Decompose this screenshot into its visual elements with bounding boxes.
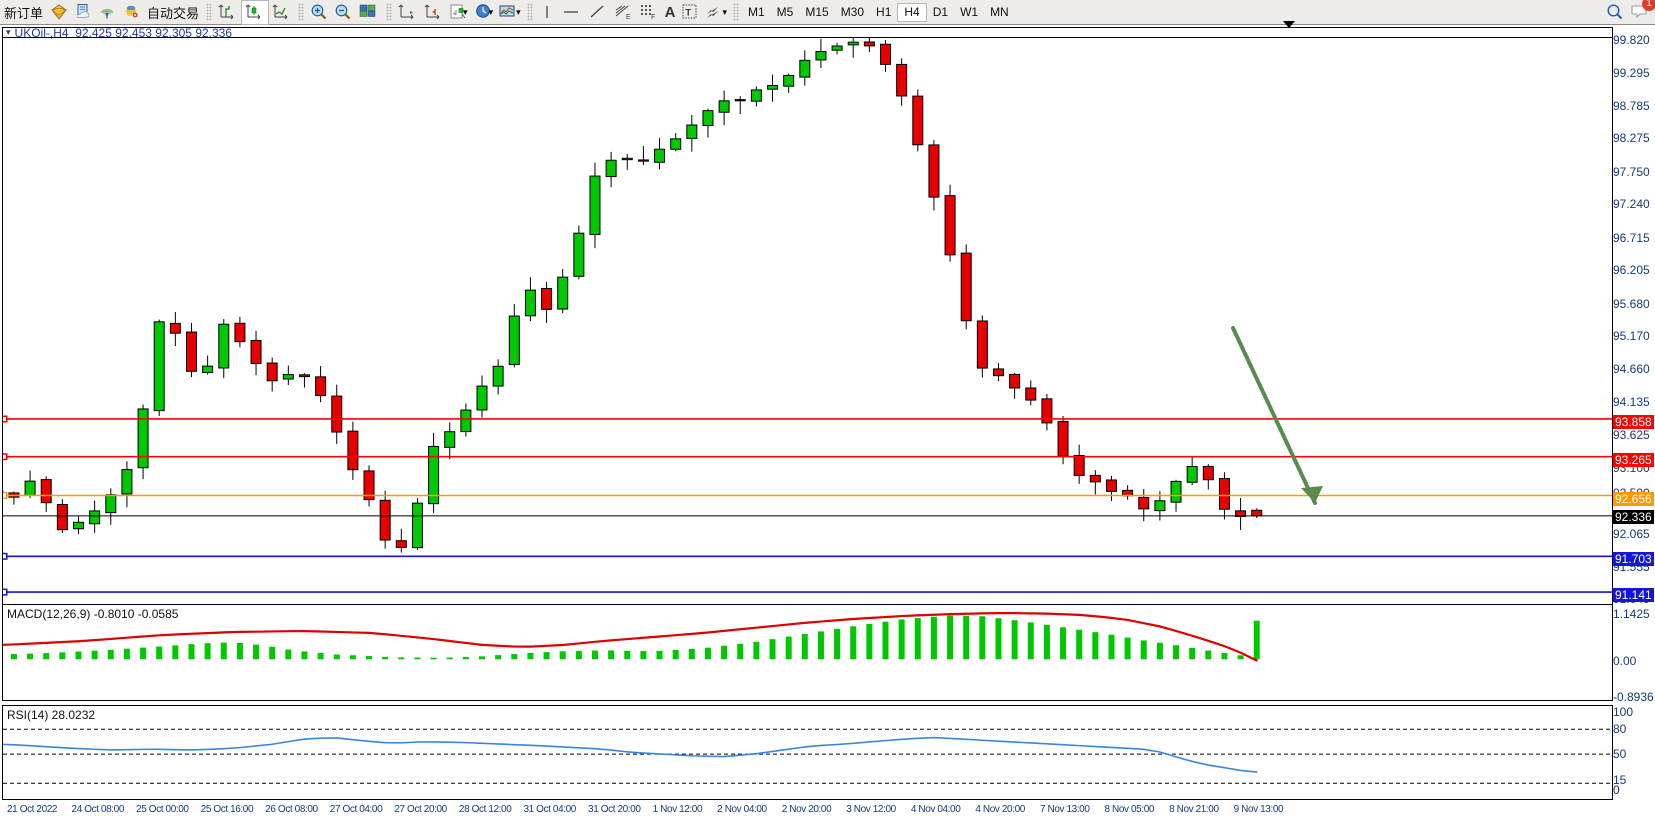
svg-text:T: T	[686, 8, 692, 18]
svg-text:F: F	[651, 14, 655, 21]
svg-text:E: E	[626, 14, 631, 21]
